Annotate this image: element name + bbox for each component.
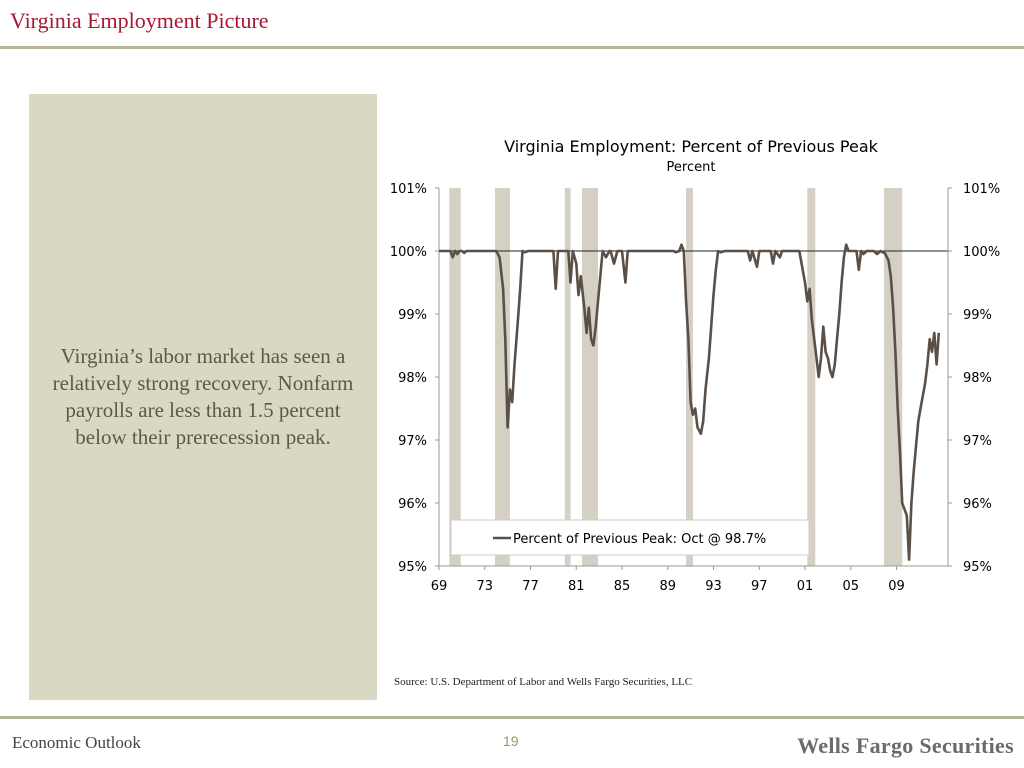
x-tick-label: 77 bbox=[522, 579, 539, 594]
y-tick-label-left: 96% bbox=[398, 497, 427, 512]
recession-band bbox=[449, 188, 461, 566]
legend-label: Percent of Previous Peak: Oct @ 98.7% bbox=[513, 532, 766, 547]
recession-bands bbox=[449, 188, 903, 566]
y-tick-label-left: 97% bbox=[398, 434, 427, 449]
x-tick-label: 85 bbox=[614, 579, 631, 594]
y-tick-label-left: 98% bbox=[398, 371, 427, 386]
x-tick-label: 01 bbox=[797, 579, 814, 594]
recession-band bbox=[495, 188, 510, 566]
x-tick-label: 69 bbox=[431, 579, 448, 594]
y-tick-label-right: 99% bbox=[963, 308, 992, 323]
y-tick-label-right: 96% bbox=[963, 497, 992, 512]
x-tick-label: 05 bbox=[843, 579, 860, 594]
x-tick-label: 73 bbox=[476, 579, 493, 594]
y-tick-label-right: 97% bbox=[963, 434, 992, 449]
series-line bbox=[439, 243, 941, 561]
x-tick-label: 97 bbox=[751, 579, 768, 594]
title-divider bbox=[0, 46, 1024, 49]
recession-band bbox=[581, 188, 598, 566]
employment-chart: 101% 101% 100% 100% 99% 99% 98% 98% 97% 97% 96% 96%… bbox=[378, 120, 1024, 600]
y-tick-label-right: 98% bbox=[963, 371, 992, 386]
summary-text: Virginia’s labor market has seen a relat… bbox=[52, 344, 354, 449]
y-tick-label-right: 100% bbox=[963, 245, 1000, 260]
recession-band bbox=[883, 188, 903, 566]
recession-band bbox=[807, 188, 816, 566]
chart-svg: 101% 101% 100% 100% 99% 99% 98% 98% 97% 97% 96% 96%… bbox=[390, 137, 1000, 594]
footer-divider bbox=[0, 716, 1024, 719]
axes bbox=[438, 188, 949, 567]
page-number: 19 bbox=[503, 733, 519, 749]
x-tick-label: 81 bbox=[568, 579, 585, 594]
footer-label: Economic Outlook bbox=[12, 733, 141, 752]
y-tick-label-right: 101% bbox=[963, 182, 1000, 197]
y-tick-label-left: 101% bbox=[390, 182, 427, 197]
y-tick-label-left: 100% bbox=[390, 245, 427, 260]
brand-logo: Wells Fargo Securities bbox=[797, 733, 1014, 758]
y-tick-label-left: 99% bbox=[398, 308, 427, 323]
summary-panel: Virginia’s labor market has seen a relat… bbox=[29, 94, 377, 700]
y-tick-label-right: 95% bbox=[963, 560, 992, 575]
y-tick-label-left: 95% bbox=[398, 560, 427, 575]
x-tick-label: 09 bbox=[888, 579, 905, 594]
legend: Percent of Previous Peak: Oct @ 98.7% bbox=[450, 519, 810, 556]
recession-band bbox=[564, 188, 571, 566]
x-tick-label: 89 bbox=[659, 579, 676, 594]
chart-subtitle: Percent bbox=[667, 160, 716, 175]
slide-title: Virginia Employment Picture bbox=[10, 8, 269, 33]
source-note: Source: U.S. Department of Labor and Wel… bbox=[394, 676, 693, 688]
chart-title: Virginia Employment: Percent of Previous… bbox=[504, 137, 879, 156]
tick-labels: 101% 101% 100% 100% 99% 99% 98% 98% 97% 97% 96% 96%… bbox=[390, 182, 1000, 594]
x-tick-label: 93 bbox=[705, 579, 722, 594]
